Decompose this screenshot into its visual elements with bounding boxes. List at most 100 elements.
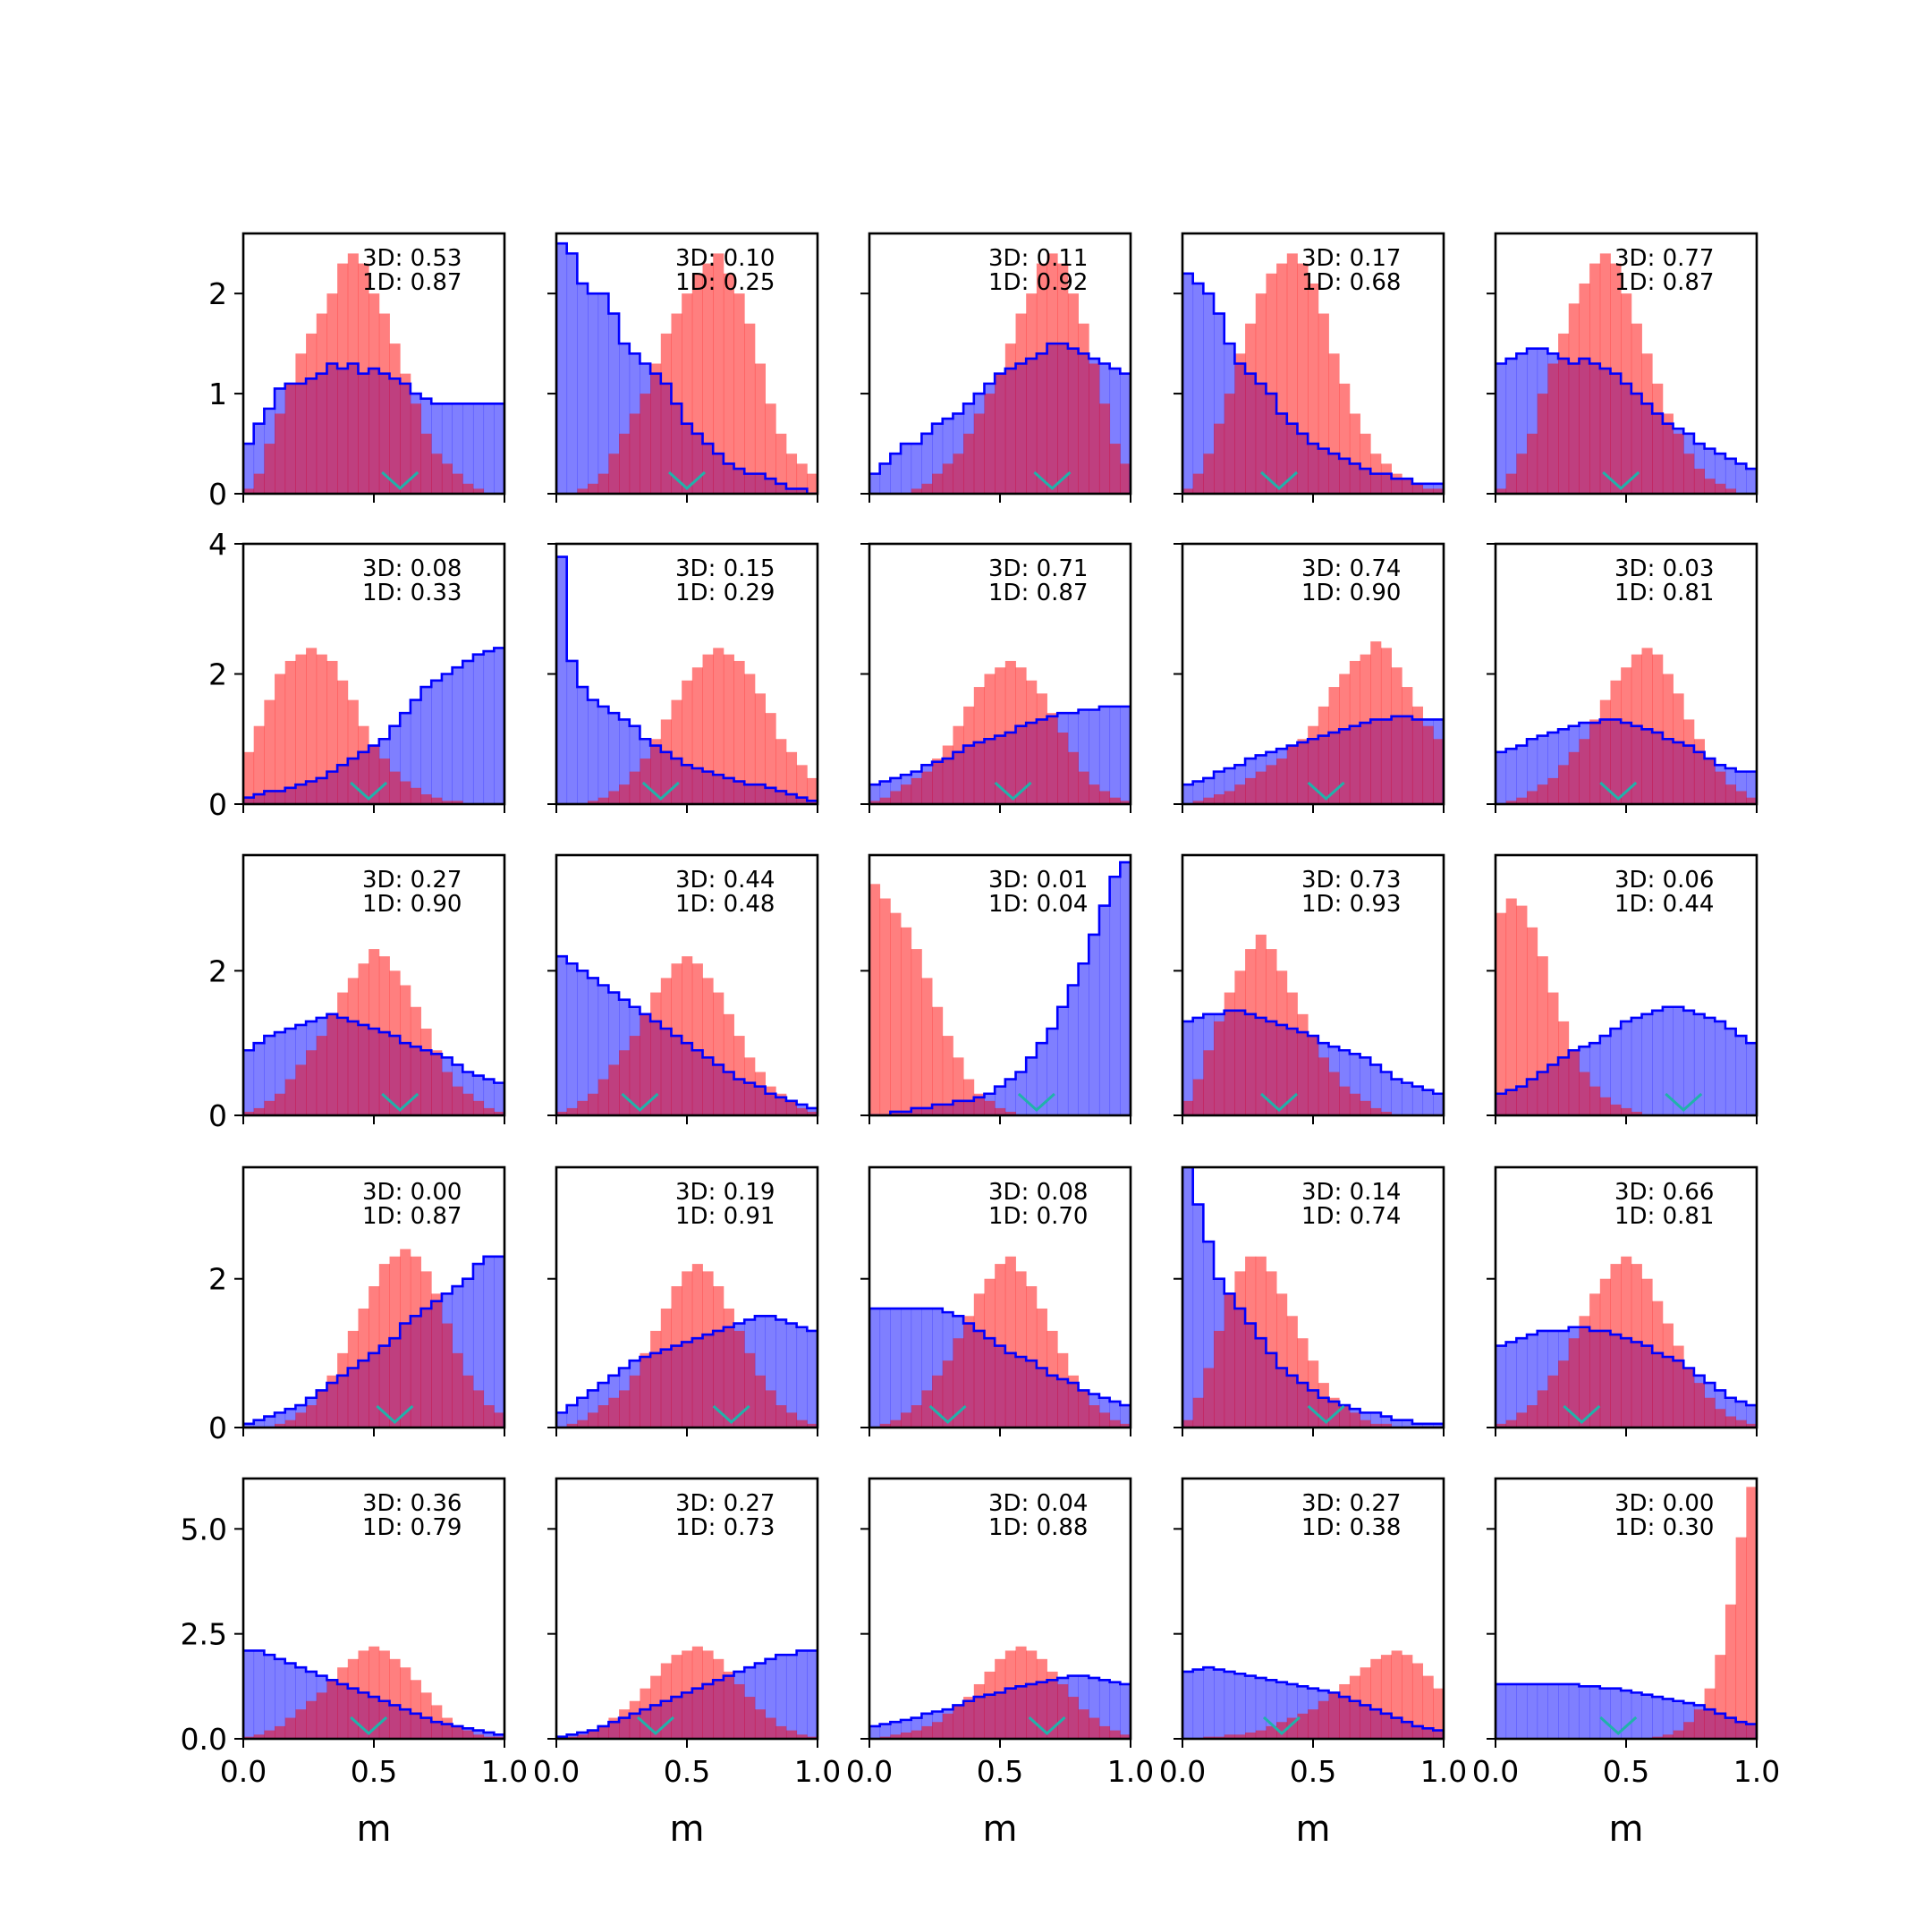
- red-bar: [671, 963, 682, 1115]
- label-1d: 1D: 0.73: [675, 1514, 775, 1541]
- red-bar: [1214, 794, 1225, 804]
- red-bar: [597, 1725, 609, 1739]
- blue-step-outline: [243, 362, 504, 494]
- red-bar: [1297, 263, 1309, 494]
- red-bar: [1036, 1658, 1047, 1739]
- blue-bar: [879, 1308, 891, 1428]
- red-bar: [1276, 970, 1288, 1115]
- red-bar: [1255, 771, 1267, 804]
- blue-bar: [1746, 1405, 1757, 1428]
- marker-chevron: [1017, 1092, 1055, 1113]
- blue-bar: [1255, 1677, 1267, 1739]
- red-bar: [619, 1709, 631, 1739]
- blue-step-outline: [1496, 1326, 1757, 1428]
- red-bar: [1589, 263, 1601, 494]
- blue-bar: [494, 648, 504, 804]
- red-bar: [1276, 263, 1288, 494]
- red-bar: [1505, 898, 1517, 1115]
- blue-bar: [588, 978, 599, 1115]
- red-bar: [306, 1405, 318, 1428]
- marker-chevron: [1033, 470, 1072, 491]
- red-bar: [1724, 784, 1737, 804]
- red-bar: [702, 654, 714, 804]
- red-bar: [1004, 1650, 1016, 1739]
- red-bar: [597, 473, 609, 494]
- red-bar: [1308, 1709, 1319, 1739]
- label-3d: 3D: 0.06: [1614, 867, 1714, 894]
- blue-step-outline: [556, 242, 818, 494]
- red-bar: [588, 1093, 599, 1115]
- blue-bar: [1631, 1692, 1642, 1739]
- red-bar: [358, 725, 369, 804]
- x-tick-label: 1.0: [481, 1754, 528, 1789]
- red-bar: [400, 985, 411, 1115]
- blue-bar: [577, 970, 589, 1115]
- red-bar: [1328, 1692, 1340, 1739]
- blue-step-outline: [1496, 347, 1757, 494]
- red-bar: [1339, 383, 1351, 494]
- plot-area: [1182, 1650, 1444, 1739]
- label-3d: 3D: 0.27: [362, 867, 462, 894]
- blue-bar: [1004, 1079, 1016, 1115]
- label-1d: 1D: 0.04: [988, 891, 1088, 918]
- blue-bar: [1496, 751, 1507, 804]
- blue-bar: [1621, 1021, 1632, 1115]
- red-bar: [1746, 797, 1757, 804]
- red-bar: [400, 1249, 411, 1428]
- red-bar: [441, 1072, 453, 1115]
- marker-chevron: [376, 1404, 414, 1425]
- red-bar: [1286, 253, 1298, 494]
- red-bar: [1505, 473, 1517, 494]
- red-bar: [911, 777, 922, 804]
- red-bar: [1360, 1100, 1371, 1115]
- blue-bar: [1391, 1079, 1402, 1115]
- red-bar: [932, 1722, 944, 1739]
- blue-bar: [472, 403, 485, 494]
- red-bar: [973, 1093, 985, 1115]
- blue-bar: [775, 1655, 787, 1739]
- blue-bar: [494, 403, 504, 494]
- red-bar: [1234, 970, 1246, 1115]
- red-bar: [1360, 433, 1371, 494]
- blue-bar: [1192, 781, 1204, 804]
- red-bar: [765, 1717, 776, 1739]
- red-bar: [1234, 1271, 1246, 1428]
- label-3d: 3D: 0.08: [362, 555, 462, 582]
- red-bar: [1433, 488, 1444, 494]
- red-bar: [389, 771, 401, 804]
- red-bar: [953, 725, 964, 804]
- blue-bar: [483, 1079, 495, 1115]
- red-bar: [1318, 1057, 1329, 1115]
- red-bar: [1599, 1278, 1611, 1428]
- red-bar: [1089, 1405, 1100, 1428]
- blue-bar: [1516, 1338, 1528, 1428]
- red-bar: [1693, 1383, 1705, 1428]
- red-bar: [1203, 1050, 1215, 1115]
- blue-bar: [911, 1308, 922, 1428]
- red-bar: [1339, 1683, 1351, 1739]
- blue-bar: [1579, 1686, 1590, 1739]
- red-bar: [400, 1667, 411, 1739]
- blue-bar: [597, 706, 609, 804]
- blue-bar: [462, 660, 474, 804]
- red-bar: [901, 1412, 912, 1428]
- blue-bar: [879, 463, 891, 494]
- red-bar: [1547, 363, 1559, 494]
- blue-step-outline: [1182, 1009, 1444, 1115]
- red-bar: [1589, 1293, 1601, 1428]
- red-bar: [378, 956, 390, 1115]
- blue-step-outline: [1182, 1665, 1444, 1739]
- x-tick-label: 0.0: [1472, 1754, 1519, 1789]
- red-bar: [588, 483, 599, 494]
- blue-bar: [597, 293, 609, 494]
- x-tick-label: 1.0: [1420, 1754, 1467, 1789]
- blue-bar: [483, 403, 495, 494]
- blue-bar: [901, 444, 912, 494]
- red-bar: [608, 1397, 620, 1428]
- red-bar: [1234, 1734, 1246, 1739]
- blue-bar: [1433, 1423, 1444, 1428]
- red-bar: [942, 463, 953, 494]
- red-bar: [995, 1107, 1006, 1115]
- red-bar: [1496, 488, 1507, 494]
